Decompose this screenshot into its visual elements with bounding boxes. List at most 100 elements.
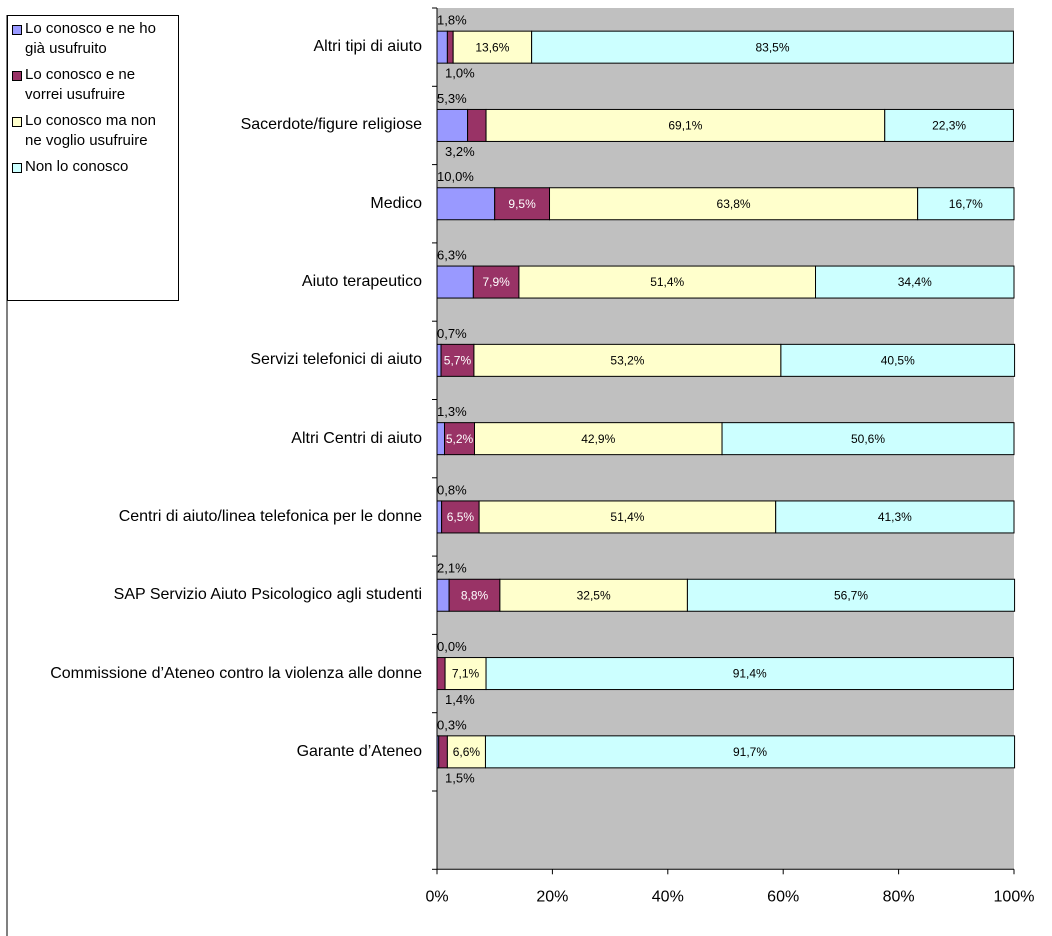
category-label: Sacerdote/figure religiose [240, 116, 422, 134]
bar-segment [446, 735, 486, 769]
legend-label: Lo conosco ma non ne voglio usufruire [25, 112, 156, 149]
data-label: 8,8% [461, 588, 489, 602]
data-label: 7,1% [452, 667, 480, 681]
bar-segment [438, 735, 448, 769]
category-label: Aiuto terapeutico [301, 273, 422, 291]
data-label: 5,2% [446, 432, 474, 446]
data-label: 0,8% [437, 482, 467, 497]
data-label: 0,0% [437, 639, 467, 654]
data-label: 13,6% [475, 40, 509, 54]
legend-item: Non lo conosco [12, 157, 174, 177]
bar-segment [485, 657, 1014, 691]
data-label: 32,5% [577, 588, 611, 602]
data-label: 1,0% [445, 66, 475, 81]
data-label: 1,3% [437, 404, 467, 419]
data-label: 56,7% [834, 588, 868, 602]
data-label: 0,7% [437, 326, 467, 341]
bar-segment [474, 422, 723, 456]
bar-segment [444, 422, 476, 456]
bar-segment [436, 187, 496, 221]
legend-label: Lo conosco e ne ho già usufruito [25, 20, 156, 57]
bar-segment [780, 343, 1016, 377]
category-label: SAP Servizio Aiuto Psicologico agli stud… [113, 586, 422, 604]
legend-item: Lo conosco e ne ho già usufruito [12, 19, 174, 59]
data-label: 6,5% [447, 510, 475, 524]
data-label: 1,4% [445, 692, 475, 707]
legend-swatch [12, 71, 22, 81]
bar-segment [452, 30, 533, 64]
x-tick-label: 0% [425, 889, 448, 906]
data-label: 1,8% [437, 13, 467, 28]
x-tick-label: 20% [536, 889, 568, 906]
legend: Lo conosco e ne ho già usufruito Lo conos… [7, 15, 179, 301]
bar-segment [444, 657, 487, 691]
data-label: 51,4% [610, 510, 644, 524]
bar-segment [478, 500, 777, 534]
data-label: 63,8% [717, 197, 751, 211]
data-label: 34,4% [898, 275, 932, 289]
x-tick-label: 100% [994, 889, 1035, 906]
bar-segment [549, 187, 919, 221]
bar-segment [436, 343, 442, 377]
category-label: Centri di aiuto/linea telefonica per le … [118, 507, 422, 525]
bar-segment [467, 108, 487, 142]
legend-swatch [12, 117, 22, 127]
bar-segment [436, 578, 450, 612]
data-label: 42,9% [581, 432, 615, 446]
bar-segment [686, 578, 1016, 612]
data-label: 5,3% [437, 91, 467, 106]
data-label: 6,3% [437, 247, 467, 262]
data-label: 2,1% [437, 561, 467, 576]
bar-segment [494, 187, 551, 221]
data-label: 91,4% [733, 667, 767, 681]
legend-swatch [12, 25, 22, 35]
data-label: 9,5% [508, 197, 536, 211]
data-label: 0,3% [437, 717, 467, 732]
bar-segment [499, 578, 688, 612]
bar-segment [884, 108, 1014, 142]
legend-label: Non lo conosco [25, 158, 129, 175]
data-label: 91,7% [733, 745, 767, 759]
data-label: 16,7% [949, 197, 983, 211]
category-label: Medico [370, 194, 422, 212]
data-label: 50,6% [851, 432, 885, 446]
bar-segment [446, 30, 454, 64]
data-label: 41,3% [878, 510, 912, 524]
legend-swatch [12, 163, 22, 173]
bar-segment [531, 30, 1014, 64]
data-label: 22,3% [932, 119, 966, 133]
bar-segment [436, 108, 469, 142]
data-label: 83,5% [756, 40, 790, 54]
bar-segment [440, 343, 475, 377]
bar-segment [436, 500, 443, 534]
bar-segment [436, 30, 448, 64]
data-label: 1,5% [445, 770, 475, 785]
data-label: 6,6% [453, 745, 481, 759]
bar-segment [775, 500, 1015, 534]
x-tick-label: 80% [883, 889, 915, 906]
x-tick-label: 60% [767, 889, 799, 906]
data-label: 40,5% [881, 354, 915, 368]
bar-segment [815, 265, 1015, 299]
data-label: 5,7% [444, 354, 472, 368]
bar-segment [484, 735, 1016, 769]
data-label: 10,0% [437, 169, 474, 184]
bar-segment [473, 343, 782, 377]
legend-label: Lo conosco e ne vorrei usufruire [25, 66, 136, 103]
bar-segment [485, 108, 886, 142]
legend-item: Lo conosco e ne vorrei usufruire [12, 65, 174, 105]
data-label: 53,2% [610, 354, 644, 368]
category-label: Altri Centri di aiuto [291, 429, 422, 447]
x-tick-label: 40% [652, 889, 684, 906]
bar-segment [721, 422, 1015, 456]
category-label: Altri tipi di aiuto [313, 38, 423, 56]
bar-segment [436, 657, 446, 691]
data-label: 69,1% [668, 119, 702, 133]
data-label: 7,9% [482, 275, 510, 289]
category-label: Servizi telefonici di aiuto [250, 351, 422, 369]
data-label: 3,2% [445, 144, 475, 159]
legend-item: Lo conosco ma non ne voglio usufruire [12, 111, 174, 151]
bar-segment [436, 265, 474, 299]
